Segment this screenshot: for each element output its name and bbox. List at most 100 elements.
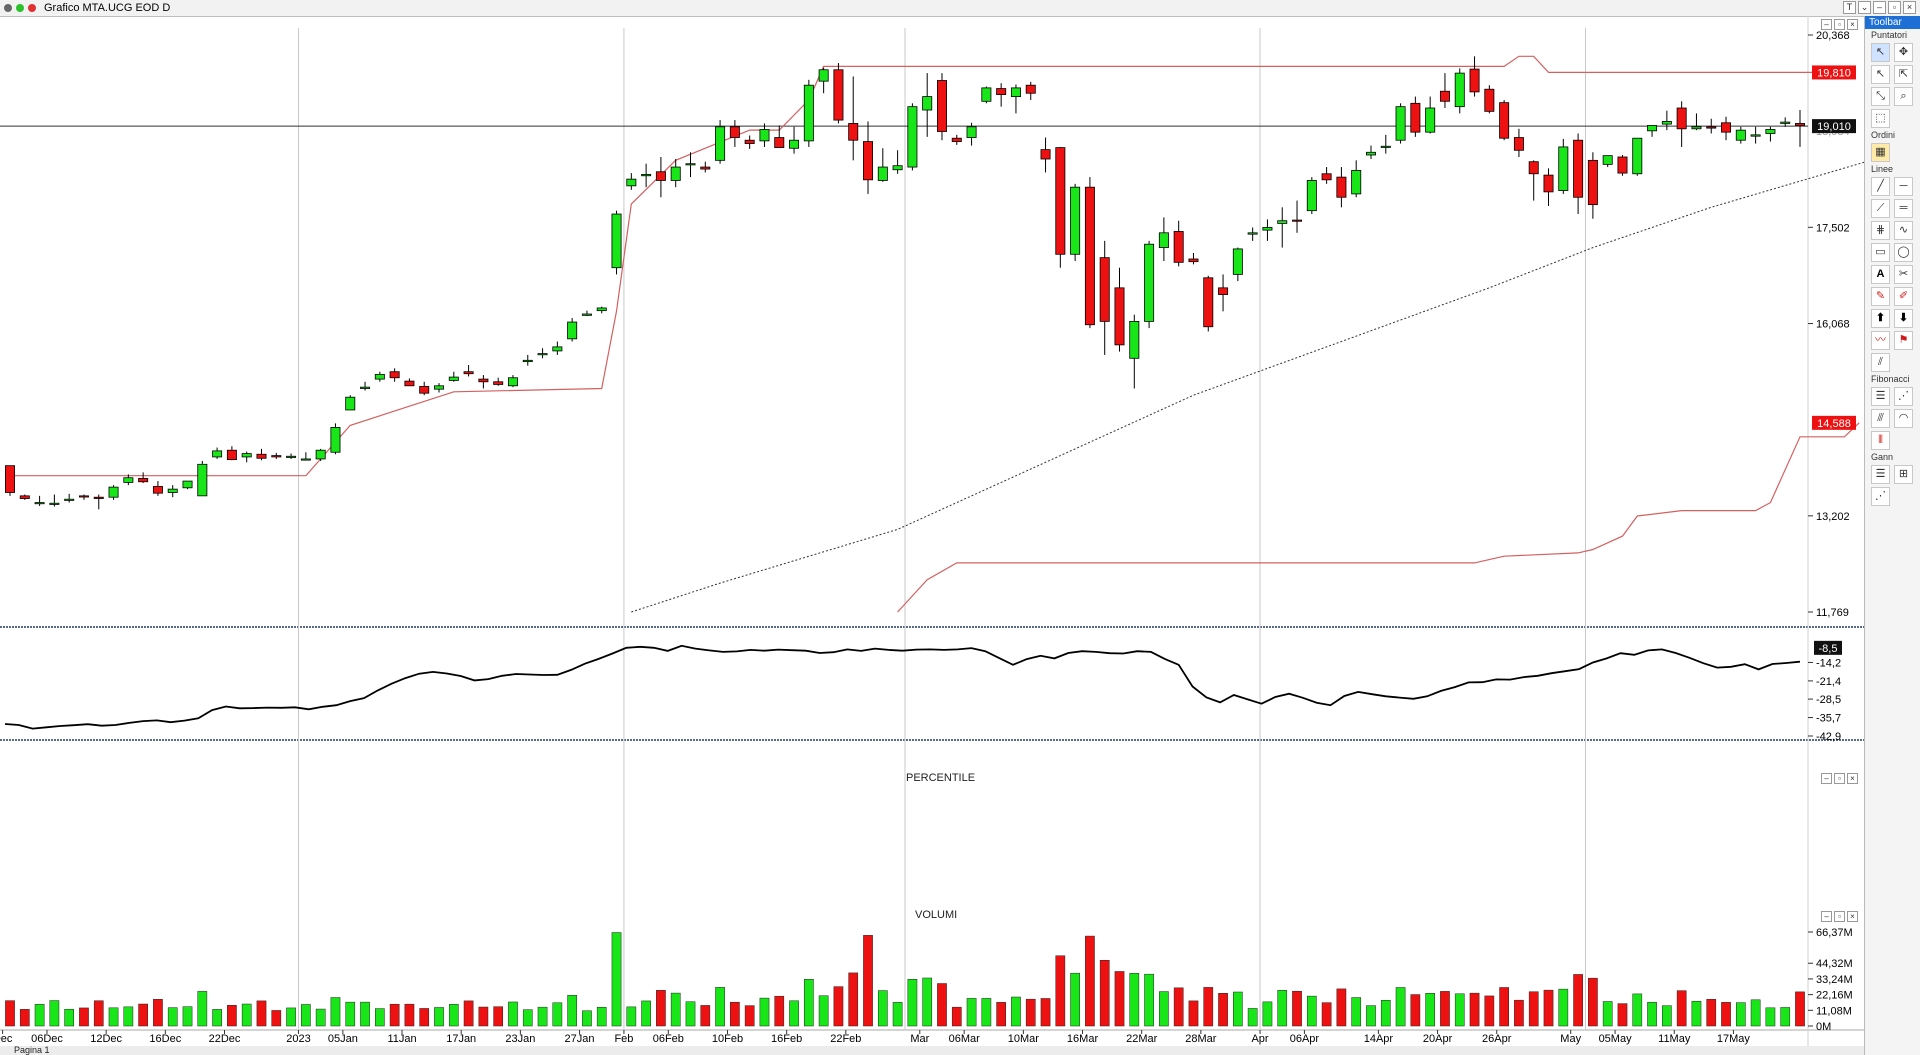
zoom-icon[interactable]: ⌕ xyxy=(1894,86,1913,106)
candle[interactable] xyxy=(286,455,297,458)
candle[interactable] xyxy=(1795,123,1805,126)
candle[interactable] xyxy=(1277,220,1288,224)
polyline-icon[interactable]: ∿ xyxy=(1894,220,1913,240)
volume-bar[interactable] xyxy=(1647,1002,1657,1027)
candle[interactable] xyxy=(1721,122,1732,133)
volume-bar[interactable] xyxy=(167,1007,178,1027)
chart-area[interactable]: 20,36817,50216,06813,20211,76918,93419,8… xyxy=(0,16,1864,1046)
candle[interactable] xyxy=(182,480,193,489)
fibonacci-fan-icon[interactable]: ⋰ xyxy=(1894,386,1913,406)
candle[interactable] xyxy=(759,129,770,142)
candle[interactable] xyxy=(567,321,578,340)
candle[interactable] xyxy=(1602,155,1613,165)
volume-bar[interactable] xyxy=(1129,973,1140,1027)
volume-bar[interactable] xyxy=(1262,1001,1273,1027)
restore-button[interactable]: ▫ xyxy=(1888,1,1901,14)
volume-bar[interactable] xyxy=(1780,1007,1791,1027)
volume-bar[interactable] xyxy=(818,995,829,1027)
candle[interactable] xyxy=(1661,121,1672,125)
volume-bar[interactable] xyxy=(1558,988,1569,1027)
volume-bar[interactable] xyxy=(1159,991,1169,1027)
candle[interactable] xyxy=(581,313,592,316)
candle[interactable] xyxy=(1010,87,1021,97)
candle[interactable] xyxy=(789,139,800,149)
volume-bar[interactable] xyxy=(1617,1003,1628,1027)
candle[interactable] xyxy=(1528,161,1539,175)
candle[interactable] xyxy=(463,371,474,375)
volume-bar[interactable] xyxy=(685,1001,696,1027)
candle[interactable] xyxy=(1366,151,1376,156)
candle[interactable] xyxy=(330,427,341,453)
volume-bar[interactable] xyxy=(197,991,208,1027)
volume-bar[interactable] xyxy=(1277,990,1288,1027)
volume-bar[interactable] xyxy=(596,1007,607,1027)
candle[interactable] xyxy=(64,498,75,501)
volume-bar[interactable] xyxy=(389,1003,400,1027)
volume-bar[interactable] xyxy=(1099,960,1110,1027)
volume-bar[interactable] xyxy=(907,979,918,1027)
volume-bar[interactable] xyxy=(1321,1002,1332,1027)
volume-bar[interactable] xyxy=(537,1006,548,1027)
fibonacci-extension-icon[interactable]: ⫻ xyxy=(1871,408,1890,428)
candle[interactable] xyxy=(1425,107,1436,133)
panel-restore-button[interactable]: ▫ xyxy=(1834,911,1845,922)
fibonacci-arc-icon[interactable]: ◠ xyxy=(1894,408,1913,428)
candle[interactable] xyxy=(552,346,563,352)
volume-bar[interactable] xyxy=(241,1003,252,1027)
candle[interactable] xyxy=(1084,186,1095,326)
candle[interactable] xyxy=(256,453,267,459)
candle[interactable] xyxy=(404,380,415,387)
candle[interactable] xyxy=(34,502,45,505)
candle[interactable] xyxy=(981,87,992,102)
volume-bar[interactable] xyxy=(108,1007,119,1027)
candle[interactable] xyxy=(774,137,785,148)
volume-bar[interactable] xyxy=(1602,1001,1613,1027)
volume-bar[interactable] xyxy=(1351,997,1362,1027)
candle[interactable] xyxy=(78,495,89,498)
volume-bar[interactable] xyxy=(730,1001,740,1027)
candle[interactable] xyxy=(1025,84,1036,94)
volume-bar[interactable] xyxy=(1440,991,1450,1027)
volume-bar[interactable] xyxy=(315,1008,326,1027)
volume-bar[interactable] xyxy=(404,1003,415,1027)
candle[interactable] xyxy=(167,488,178,493)
volume-bar[interactable] xyxy=(1573,974,1583,1027)
candle[interactable] xyxy=(1469,68,1480,93)
volume-bar[interactable] xyxy=(448,1004,459,1027)
text-icon[interactable]: A xyxy=(1871,264,1890,284)
candle[interactable] xyxy=(1158,232,1169,248)
candle[interactable] xyxy=(626,178,637,187)
panel-close-button[interactable]: × xyxy=(1847,773,1858,784)
candle[interactable] xyxy=(123,477,134,483)
panel-minimize-button[interactable]: – xyxy=(1821,19,1832,30)
candle[interactable] xyxy=(5,465,15,493)
volume-bar[interactable] xyxy=(138,1003,148,1027)
volume-bar[interactable] xyxy=(1410,994,1421,1027)
candle[interactable] xyxy=(271,455,282,458)
candle[interactable] xyxy=(1380,145,1391,148)
volume-bar[interactable] xyxy=(271,1010,282,1027)
volume-bar[interactable] xyxy=(123,1006,134,1027)
crosshair-pointer-icon[interactable]: ✥ xyxy=(1894,42,1913,62)
volume-bar[interactable] xyxy=(700,1005,711,1027)
volume-bar[interactable] xyxy=(1233,991,1243,1027)
volume-bar[interactable] xyxy=(1499,987,1509,1027)
volume-bar[interactable] xyxy=(626,1006,637,1027)
candle[interactable] xyxy=(1114,287,1125,346)
candle[interactable] xyxy=(434,385,444,390)
volume-bar[interactable] xyxy=(360,1001,370,1027)
volume-bar[interactable] xyxy=(789,1000,799,1027)
panel-restore-button[interactable]: ▫ xyxy=(1834,773,1845,784)
volume-bar[interactable] xyxy=(656,990,666,1027)
volume-bar[interactable] xyxy=(1011,996,1021,1027)
panel-close-button[interactable]: × xyxy=(1847,19,1858,30)
volume-bar[interactable] xyxy=(1247,1008,1258,1027)
panel-minimize-button[interactable]: – xyxy=(1821,911,1832,922)
candle[interactable] xyxy=(478,378,489,383)
volume-bar[interactable] xyxy=(1676,990,1687,1027)
candle[interactable] xyxy=(700,166,711,170)
volume-bar[interactable] xyxy=(1144,973,1154,1027)
candle[interactable] xyxy=(1543,174,1554,193)
volume-bar[interactable] xyxy=(1721,1002,1731,1027)
candle[interactable] xyxy=(241,453,252,458)
